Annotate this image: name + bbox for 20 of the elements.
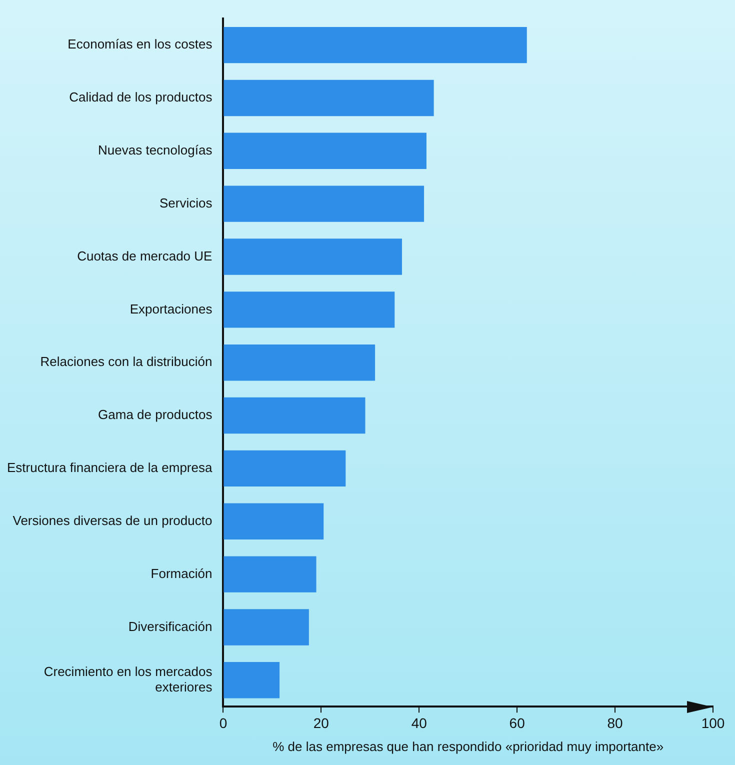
x-tick-label: 40 bbox=[411, 714, 428, 731]
x-tick-label: 100 bbox=[701, 714, 725, 731]
y-tick-label: Diversificación bbox=[128, 618, 212, 634]
x-tick-label: 0 bbox=[219, 714, 228, 731]
y-tick-label: Exportaciones bbox=[130, 301, 213, 316]
y-tick-label: Versiones diversas de un producto bbox=[12, 512, 212, 528]
x-tick-label: 80 bbox=[607, 714, 624, 731]
y-tick-label: Servicios bbox=[159, 195, 213, 210]
y-tick-label: Calidad de los productos bbox=[69, 90, 213, 105]
y-tick-label: Cuotas de mercado UE bbox=[77, 248, 213, 264]
y-tick-label: Formación bbox=[150, 566, 212, 581]
y-tick-label: Economías en los costes bbox=[68, 36, 213, 52]
y-tick-label: Relaciones con la distribución bbox=[40, 354, 212, 370]
y-tick-label: Nuevas tecnologías bbox=[98, 142, 213, 158]
x-tick-label: 20 bbox=[313, 714, 330, 731]
x-axis-title: % de las empresas que han respondido «prioridad muy importante» bbox=[272, 738, 664, 754]
x-tick-label: 60 bbox=[509, 714, 526, 731]
y-tick-label: Estructura financiera de la empresa bbox=[6, 460, 213, 476]
y-tick-label: Gama de productos bbox=[98, 407, 213, 422]
y-tick-label: Crecimiento en los mercados exteriores bbox=[44, 664, 213, 695]
